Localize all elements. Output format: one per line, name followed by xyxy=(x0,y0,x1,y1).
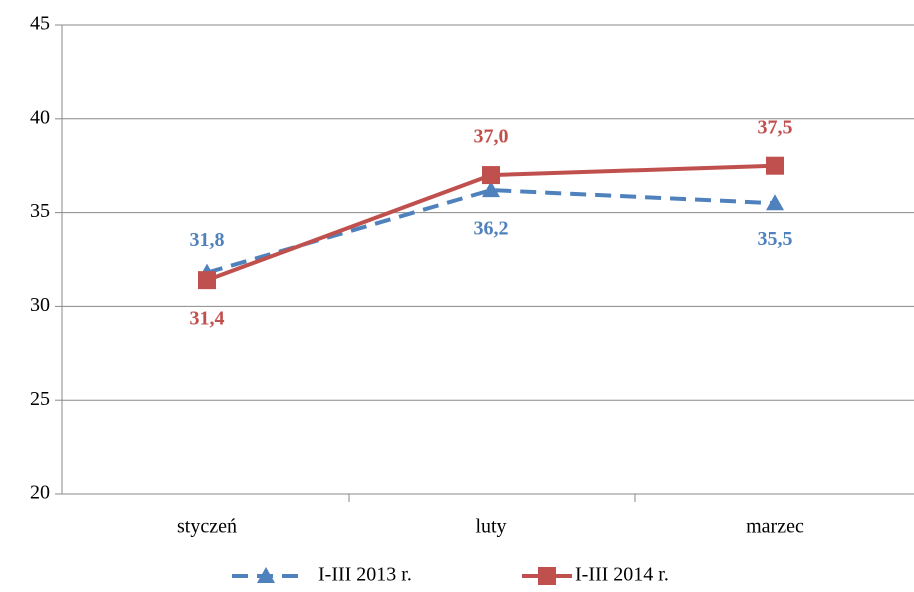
y-tick-label: 45 xyxy=(30,13,50,35)
marker xyxy=(198,271,216,290)
x-tick-label: marzec xyxy=(746,516,804,538)
series-line xyxy=(206,188,776,275)
marker xyxy=(766,156,784,175)
y-tick-label: 35 xyxy=(30,200,50,222)
data-label: 35,5 xyxy=(758,228,793,250)
y-tick-label: 40 xyxy=(30,106,50,128)
legend-label: I-III 2014 r. xyxy=(575,564,669,586)
x-tick-label: styczeń xyxy=(177,516,237,538)
marker xyxy=(766,194,784,211)
data-label: 37,5 xyxy=(758,116,793,138)
legend-marker xyxy=(538,567,556,585)
data-label: 37,0 xyxy=(474,126,509,148)
legend-label: I-III 2013 r. xyxy=(318,564,412,586)
marker xyxy=(482,166,500,185)
legend-marker xyxy=(257,567,275,583)
data-label: 31,8 xyxy=(190,229,225,251)
y-tick-label: 30 xyxy=(30,294,50,316)
marker xyxy=(482,181,500,198)
x-tick-label: luty xyxy=(475,516,506,538)
data-label: 36,2 xyxy=(474,218,509,240)
y-tick-label: 25 xyxy=(30,388,50,410)
data-label: 31,4 xyxy=(190,308,225,330)
y-tick-label: 20 xyxy=(30,482,50,504)
